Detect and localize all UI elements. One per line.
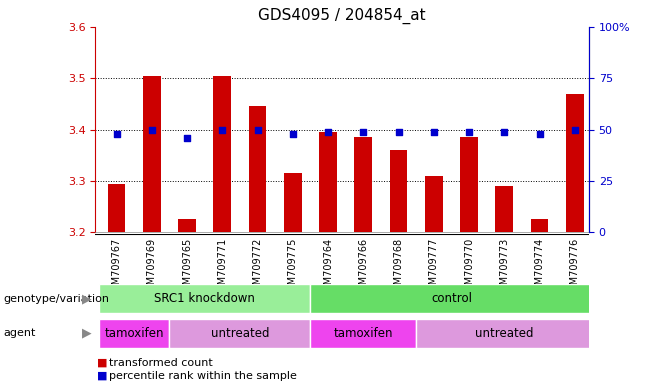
Point [182, 135, 192, 141]
Bar [531, 220, 548, 232]
Text: tamoxifen: tamoxifen [334, 327, 393, 339]
Text: agent: agent [3, 328, 36, 338]
Bar [425, 176, 443, 232]
Bar [178, 220, 196, 232]
Point [393, 129, 404, 135]
Point [288, 131, 298, 137]
Text: GSM709764: GSM709764 [323, 238, 333, 297]
Text: ■: ■ [97, 371, 108, 381]
Bar [495, 186, 513, 232]
Text: GSM709771: GSM709771 [217, 238, 227, 297]
Bar [284, 173, 301, 232]
Bar [460, 137, 478, 232]
Text: GSM709766: GSM709766 [359, 238, 368, 297]
Text: ▶: ▶ [82, 327, 91, 339]
Text: GSM709765: GSM709765 [182, 238, 192, 297]
Point [147, 126, 157, 132]
Bar [170, 319, 311, 348]
Text: genotype/variation: genotype/variation [3, 293, 109, 304]
Point [111, 131, 122, 137]
Bar [311, 319, 416, 348]
Text: untreated: untreated [211, 327, 269, 339]
Bar [249, 106, 266, 232]
Text: transformed count: transformed count [109, 358, 213, 368]
Bar [143, 76, 161, 232]
Bar [108, 184, 126, 232]
Bar [566, 94, 584, 232]
Text: GSM709772: GSM709772 [253, 238, 263, 298]
Point [323, 129, 334, 135]
Bar [355, 137, 372, 232]
Text: SRC1 knockdown: SRC1 knockdown [154, 292, 255, 305]
Point [499, 129, 509, 135]
Text: GSM709773: GSM709773 [499, 238, 509, 297]
Point [217, 126, 228, 132]
Point [428, 129, 439, 135]
Text: GSM709777: GSM709777 [429, 238, 439, 298]
Bar [390, 150, 407, 232]
Text: GSM709776: GSM709776 [570, 238, 580, 297]
Point [252, 126, 263, 132]
Bar [416, 319, 592, 348]
Bar [99, 284, 311, 313]
Point [464, 129, 474, 135]
Bar [213, 76, 231, 232]
Text: GSM709774: GSM709774 [534, 238, 545, 297]
Text: GSM709770: GSM709770 [464, 238, 474, 297]
Text: tamoxifen: tamoxifen [105, 327, 164, 339]
Bar [319, 132, 337, 232]
Text: GSM709775: GSM709775 [288, 238, 298, 298]
Point [358, 129, 368, 135]
Text: percentile rank within the sample: percentile rank within the sample [109, 371, 297, 381]
Text: untreated: untreated [475, 327, 534, 339]
Text: control: control [431, 292, 472, 305]
Text: GSM709769: GSM709769 [147, 238, 157, 297]
Point [570, 126, 580, 132]
Point [534, 131, 545, 137]
Text: ■: ■ [97, 358, 108, 368]
Text: ▶: ▶ [82, 292, 91, 305]
Text: GSM709767: GSM709767 [112, 238, 122, 297]
Bar [99, 319, 170, 348]
Text: GSM709768: GSM709768 [393, 238, 403, 297]
Title: GDS4095 / 204854_at: GDS4095 / 204854_at [259, 8, 426, 24]
Bar [311, 284, 592, 313]
